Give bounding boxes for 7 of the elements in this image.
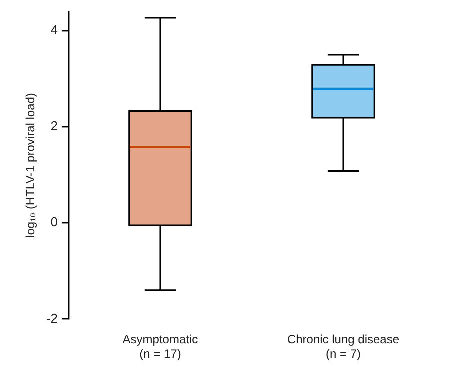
y-tick-label: 0 <box>50 214 58 230</box>
y-tick-label: 2 <box>50 118 58 134</box>
y-axis-title: log₁₀ (HTLV-1 proviral load) <box>24 93 38 238</box>
y-tick-label: 4 <box>50 22 58 38</box>
x-tick-label: Chronic lung disease (n = 7) <box>287 332 400 362</box>
x-tick-label: Asymptomatic (n = 17) <box>122 332 198 362</box>
y-tick-label: -2 <box>46 310 58 326</box>
